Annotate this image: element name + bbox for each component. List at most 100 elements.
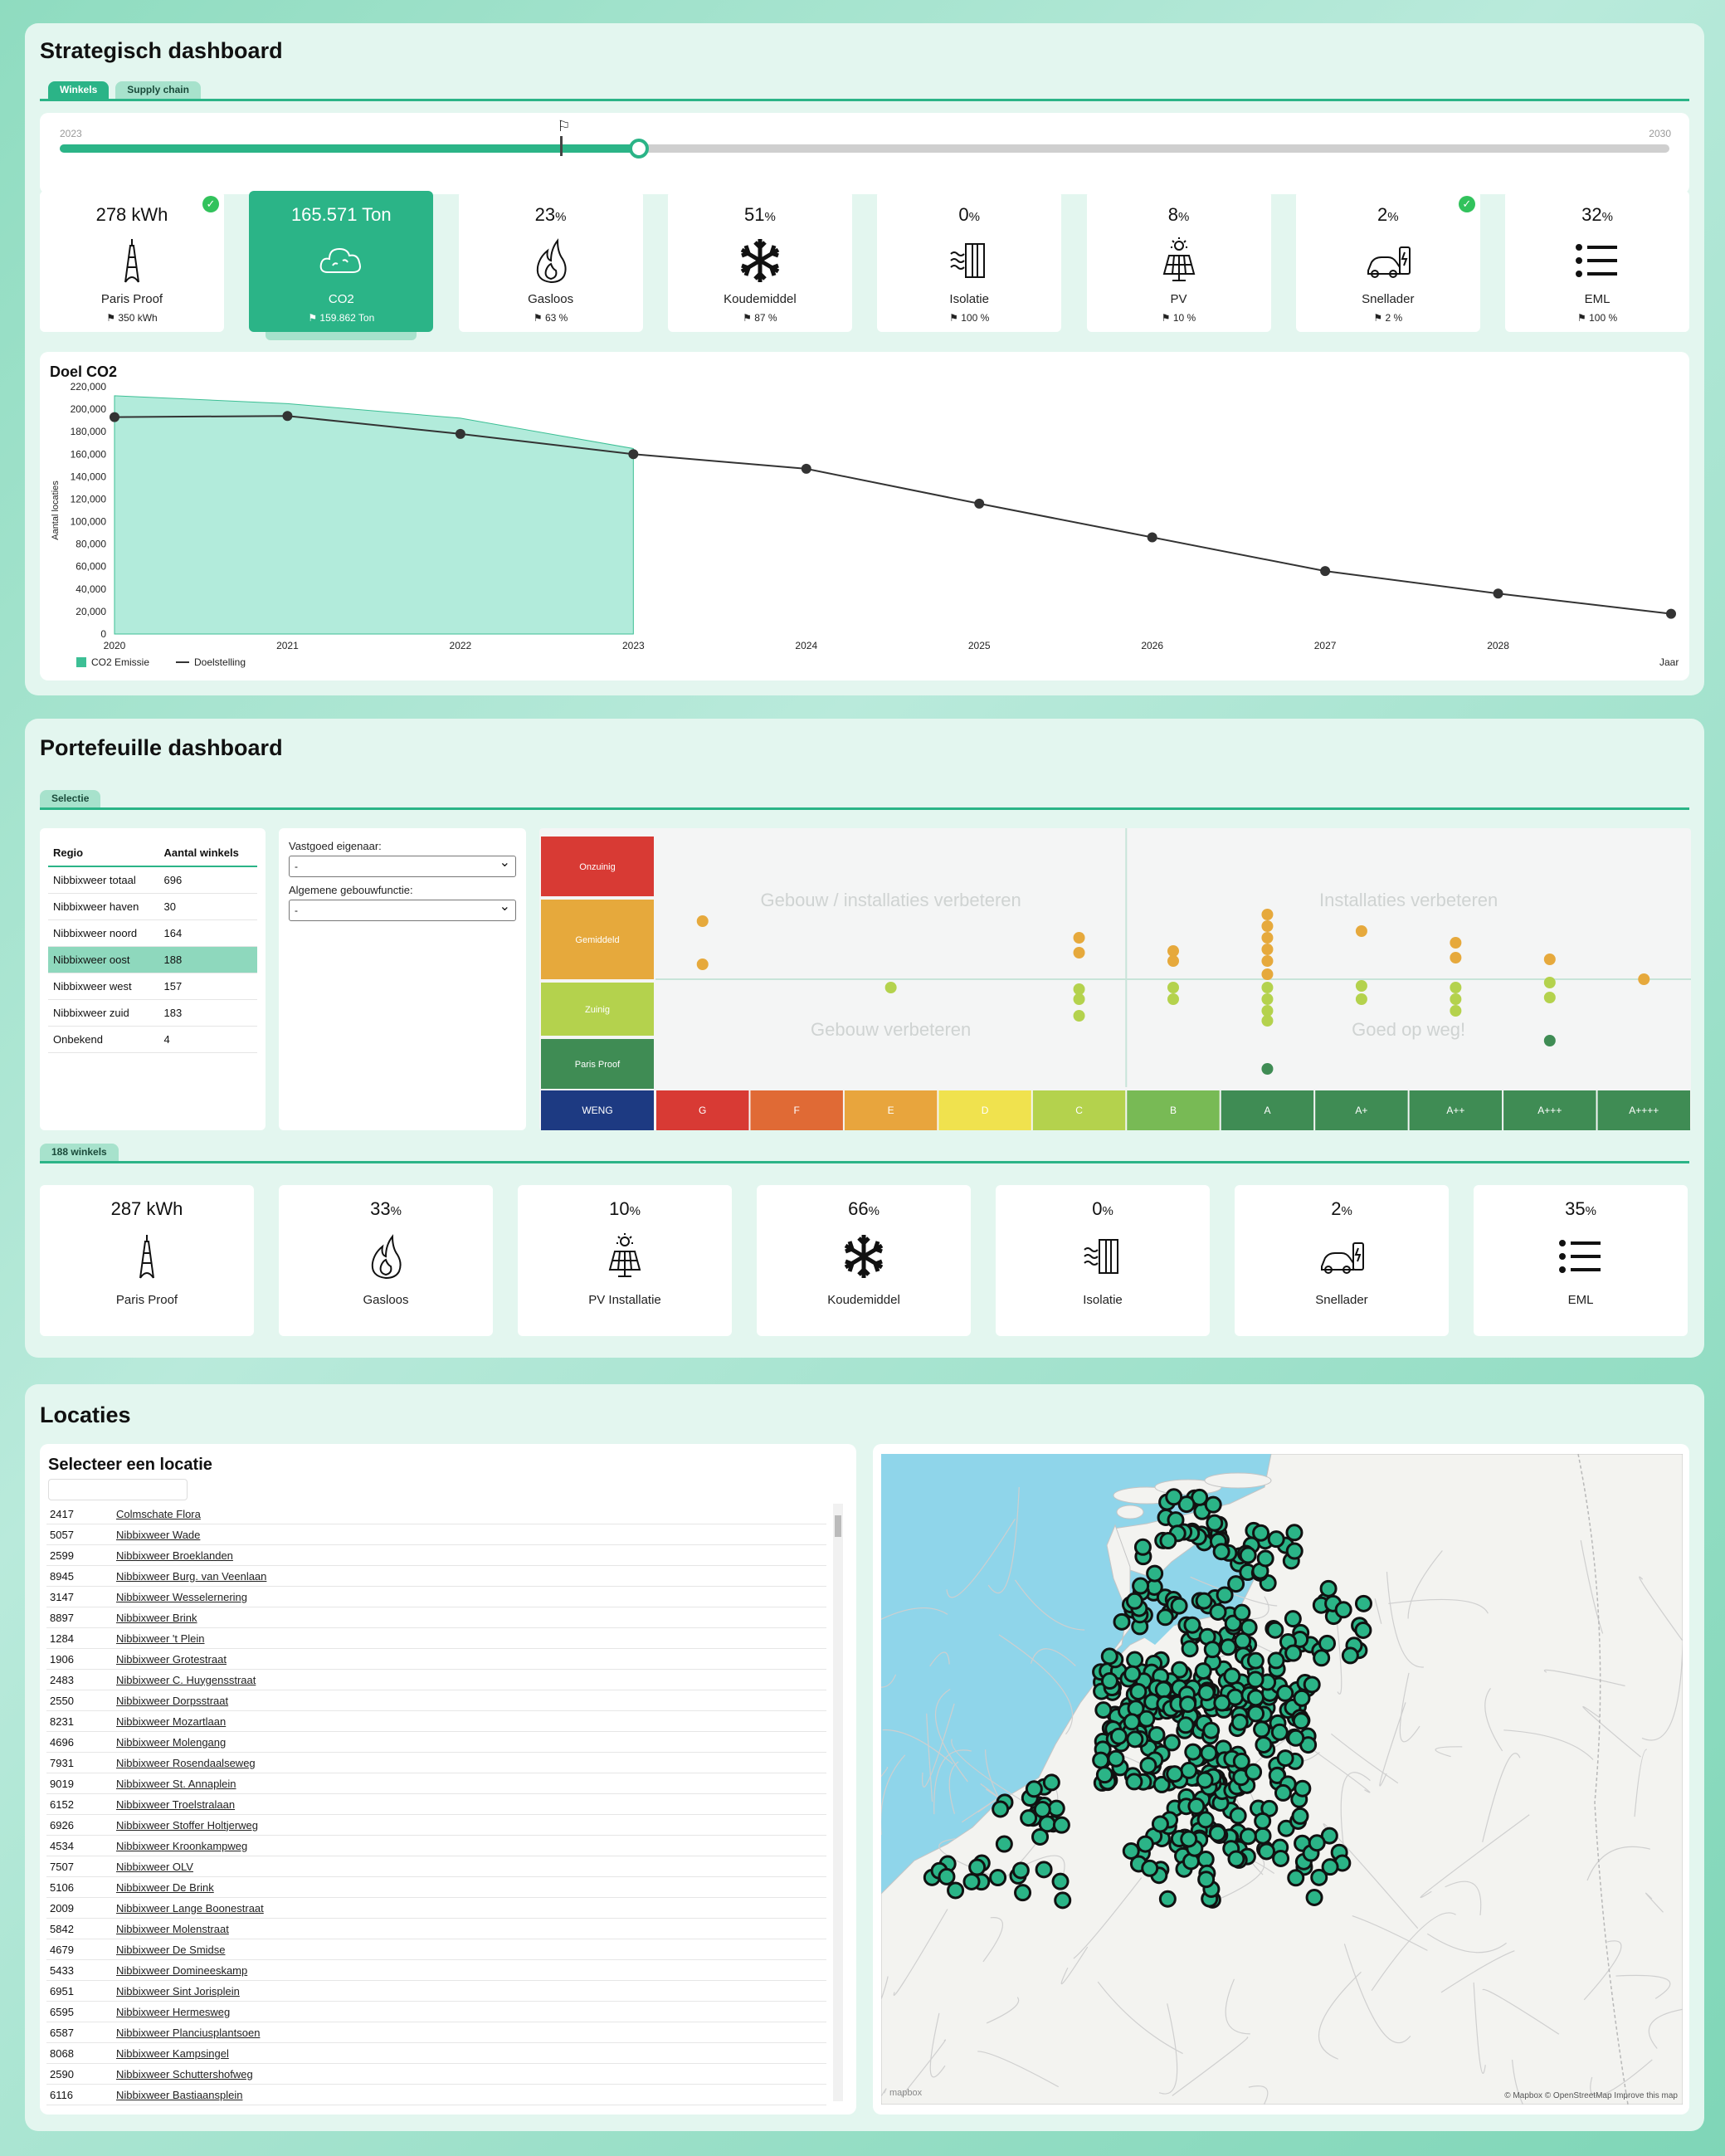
location-link[interactable]: Nibbixweer St. Annaplein bbox=[116, 1777, 236, 1790]
portfolio-kpi-card-eml[interactable]: 35% EML bbox=[1474, 1185, 1688, 1336]
table-row[interactable]: Onbekend 4 bbox=[48, 1026, 257, 1053]
function-filter-select[interactable]: - bbox=[289, 897, 516, 921]
building-point bbox=[1450, 952, 1462, 963]
quadrant-label: Installaties verbeteren bbox=[1319, 890, 1498, 910]
road bbox=[893, 1909, 948, 1996]
list-item[interactable]: 6951 Nibbixweer Sint Jorisplein bbox=[46, 1981, 826, 2002]
location-link[interactable]: Nibbixweer Schuttershofweg bbox=[116, 2067, 253, 2080]
list-item[interactable]: 7507 Nibbixweer OLV bbox=[46, 1856, 826, 1877]
list-item[interactable]: 3147 Nibbixweer Wesselernering bbox=[46, 1587, 826, 1607]
list-item[interactable]: 5057 Nibbixweer Wade bbox=[46, 1524, 826, 1545]
kpi-card-gasloos[interactable]: 23% Gasloos ⚑ 63 % bbox=[458, 191, 643, 332]
list-item[interactable]: 6116 Nibbixweer Bastiaansplein bbox=[46, 2085, 826, 2105]
location-link[interactable]: Nibbixweer De Smidse bbox=[116, 1943, 226, 1956]
kpi-card-eml[interactable]: 32% EML ⚑ 100 % bbox=[1505, 191, 1690, 332]
list-item[interactable]: 1284 Nibbixweer 't Plein bbox=[46, 1628, 826, 1649]
tab-selectie[interactable]: Selectie bbox=[40, 790, 101, 807]
locations-map[interactable] bbox=[881, 1454, 1683, 2105]
location-link[interactable]: Nibbixweer Lange Boonestraat bbox=[116, 1901, 264, 1915]
list-item[interactable]: 8068 Nibbixweer Kampsingel bbox=[46, 2043, 826, 2064]
list-item[interactable]: 5106 Nibbixweer De Brink bbox=[46, 1877, 826, 1898]
location-link[interactable]: Nibbixweer Wade bbox=[116, 1528, 201, 1541]
location-link[interactable]: Nibbixweer Domineeskamp bbox=[116, 1963, 248, 1977]
list-item[interactable]: 2599 Nibbixweer Broeklanden bbox=[46, 1545, 826, 1566]
location-link[interactable]: Nibbixweer OLV bbox=[116, 1860, 193, 1873]
slider-track[interactable]: ⚐ bbox=[60, 118, 1669, 159]
list-item[interactable]: 6595 Nibbixweer Hermesweg bbox=[46, 2002, 826, 2022]
location-link[interactable]: Nibbixweer Brink bbox=[116, 1611, 197, 1624]
list-item[interactable]: 7931 Nibbixweer Rosendaalseweg bbox=[46, 1753, 826, 1773]
location-link[interactable]: Nibbixweer Hermesweg bbox=[116, 2005, 231, 2018]
list-item[interactable]: 5433 Nibbixweer Domineeskamp bbox=[46, 1960, 826, 1981]
location-link[interactable]: Nibbixweer Wesselernering bbox=[116, 1590, 247, 1603]
table-row[interactable]: Nibbixweer totaal 696 bbox=[48, 866, 257, 894]
table-row[interactable]: Nibbixweer oost 188 bbox=[48, 946, 257, 973]
list-item[interactable]: 2590 Nibbixweer Schuttershofweg bbox=[46, 2064, 826, 2085]
list-item[interactable]: 4679 Nibbixweer De Smidse bbox=[46, 1939, 826, 1960]
location-link[interactable]: Nibbixweer Troelstralaan bbox=[116, 1797, 236, 1811]
kpi-card-pv[interactable]: 8% PV ⚑ 10 % bbox=[1086, 191, 1271, 332]
list-item[interactable]: 8231 Nibbixweer Mozartlaan bbox=[46, 1711, 826, 1732]
list-item[interactable]: 2009 Nibbixweer Lange Boonestraat bbox=[46, 1898, 826, 1919]
portfolio-kpi-card-snellader[interactable]: 2% Snellader bbox=[1235, 1185, 1449, 1336]
location-link[interactable]: Nibbixweer Molengang bbox=[116, 1735, 227, 1749]
kpi-card-co2[interactable]: 165.571 Ton CO2 ⚑ 159.862 Ton bbox=[249, 191, 434, 340]
table-row[interactable]: Nibbixweer noord 164 bbox=[48, 919, 257, 947]
location-link[interactable]: Nibbixweer Mozartlaan bbox=[116, 1715, 227, 1728]
portfolio-kpi-card-koudemiddel[interactable]: 66% Koudemiddel bbox=[757, 1185, 971, 1336]
portfolio-kpi-card-isolatie[interactable]: 0% Isolatie bbox=[996, 1185, 1210, 1336]
list-item[interactable]: 1906 Nibbixweer Grotestraat bbox=[46, 1649, 826, 1670]
location-link[interactable]: Nibbixweer Burg. van Veenlaan bbox=[116, 1569, 267, 1583]
location-link[interactable]: Nibbixweer Rosendaalseweg bbox=[116, 1756, 256, 1769]
location-link[interactable]: Nibbixweer Kroonkampweg bbox=[116, 1839, 248, 1852]
location-link[interactable]: Nibbixweer C. Huygensstraat bbox=[116, 1673, 256, 1686]
portfolio-kpi-card-gasloos[interactable]: 33% Gasloos bbox=[279, 1185, 493, 1336]
location-link[interactable]: Nibbixweer Stoffer Holtjerweg bbox=[116, 1818, 258, 1832]
list-item[interactable]: 5842 Nibbixweer Molenstraat bbox=[46, 1919, 826, 1939]
location-search-input[interactable] bbox=[48, 1479, 188, 1500]
kpi-card-koudemiddel[interactable]: 51% Koudemiddel ⚑ 87 % bbox=[667, 191, 852, 332]
table-row[interactable]: Nibbixweer haven 30 bbox=[48, 893, 257, 920]
tab-winkels-count[interactable]: 188 winkels bbox=[40, 1144, 119, 1161]
owner-filter-select[interactable]: - bbox=[289, 853, 516, 877]
list-item[interactable]: 4534 Nibbixweer Kroonkampweg bbox=[46, 1836, 826, 1856]
y-axis-label: Aantal locaties bbox=[51, 480, 61, 540]
kpi-card-paris-proof[interactable]: 278 kWh Paris Proof ⚑ 350 kWh ✓ bbox=[40, 191, 224, 332]
list-item[interactable]: 6152 Nibbixweer Troelstralaan bbox=[46, 1794, 826, 1815]
table-row[interactable]: Nibbixweer west 157 bbox=[48, 973, 257, 1000]
location-link[interactable]: Nibbixweer Bastiaansplein bbox=[116, 2088, 243, 2101]
list-item[interactable]: 2483 Nibbixweer C. Huygensstraat bbox=[46, 1670, 826, 1690]
kpi-card-snellader[interactable]: 2% Snellader ⚑ 2 % ✓ bbox=[1295, 191, 1480, 332]
location-link[interactable]: Nibbixweer De Brink bbox=[116, 1880, 214, 1894]
location-link[interactable]: Nibbixweer Sint Jorisplein bbox=[116, 1984, 240, 1997]
list-item[interactable]: 6926 Nibbixweer Stoffer Holtjerweg bbox=[46, 1815, 826, 1836]
list-item[interactable]: 9019 Nibbixweer St. Annaplein bbox=[46, 1773, 826, 1794]
list-item[interactable]: 8945 Nibbixweer Burg. van Veenlaan bbox=[46, 1566, 826, 1587]
tab-winkels[interactable]: Winkels bbox=[48, 81, 110, 99]
kpi-card-isolatie[interactable]: 0% Isolatie ⚑ 100 % bbox=[877, 191, 1062, 332]
list-item[interactable]: 2417 Colmschate Flora bbox=[46, 1504, 826, 1524]
location-marker bbox=[1206, 1514, 1224, 1532]
road bbox=[881, 1767, 889, 1778]
list-scrollbar[interactable] bbox=[833, 1504, 843, 2101]
location-link[interactable]: Nibbixweer Broeklanden bbox=[116, 1549, 233, 1562]
portfolio-kpi-card-paris-proof[interactable]: 287 kWh Paris Proof bbox=[40, 1185, 254, 1336]
location-link[interactable]: Colmschate Flora bbox=[116, 1507, 201, 1520]
location-link[interactable]: Nibbixweer Planciusplantsoen bbox=[116, 2026, 261, 2039]
slider-handle[interactable] bbox=[629, 139, 650, 159]
table-row[interactable]: Nibbixweer zuid 183 bbox=[48, 999, 257, 1027]
location-link[interactable]: Nibbixweer 't Plein bbox=[116, 1632, 205, 1645]
location-link[interactable]: Nibbixweer Kampsingel bbox=[116, 2046, 229, 2060]
list-item[interactable]: 8897 Nibbixweer Brink bbox=[46, 1607, 826, 1628]
list-item[interactable]: 6587 Nibbixweer Planciusplantsoen bbox=[46, 2022, 826, 2043]
list-item[interactable]: 4696 Nibbixweer Molengang bbox=[46, 1732, 826, 1753]
map-attribution[interactable]: © Mapbox © OpenStreetMap Improve this ma… bbox=[1504, 2091, 1678, 2100]
location-link[interactable]: Nibbixweer Grotestraat bbox=[116, 1652, 227, 1666]
location-link[interactable]: Nibbixweer Molenstraat bbox=[116, 1922, 229, 1935]
scrollbar-thumb[interactable] bbox=[835, 1515, 841, 1537]
list-item[interactable]: 2550 Nibbixweer Dorpsstraat bbox=[46, 1690, 826, 1711]
portfolio-kpi-card-pv-installatie[interactable]: 10% PV Installatie bbox=[518, 1185, 732, 1336]
location-link[interactable]: Nibbixweer Dorpsstraat bbox=[116, 1694, 229, 1707]
building-point bbox=[1261, 909, 1274, 920]
tab-supply-chain[interactable]: Supply chain bbox=[115, 81, 201, 99]
